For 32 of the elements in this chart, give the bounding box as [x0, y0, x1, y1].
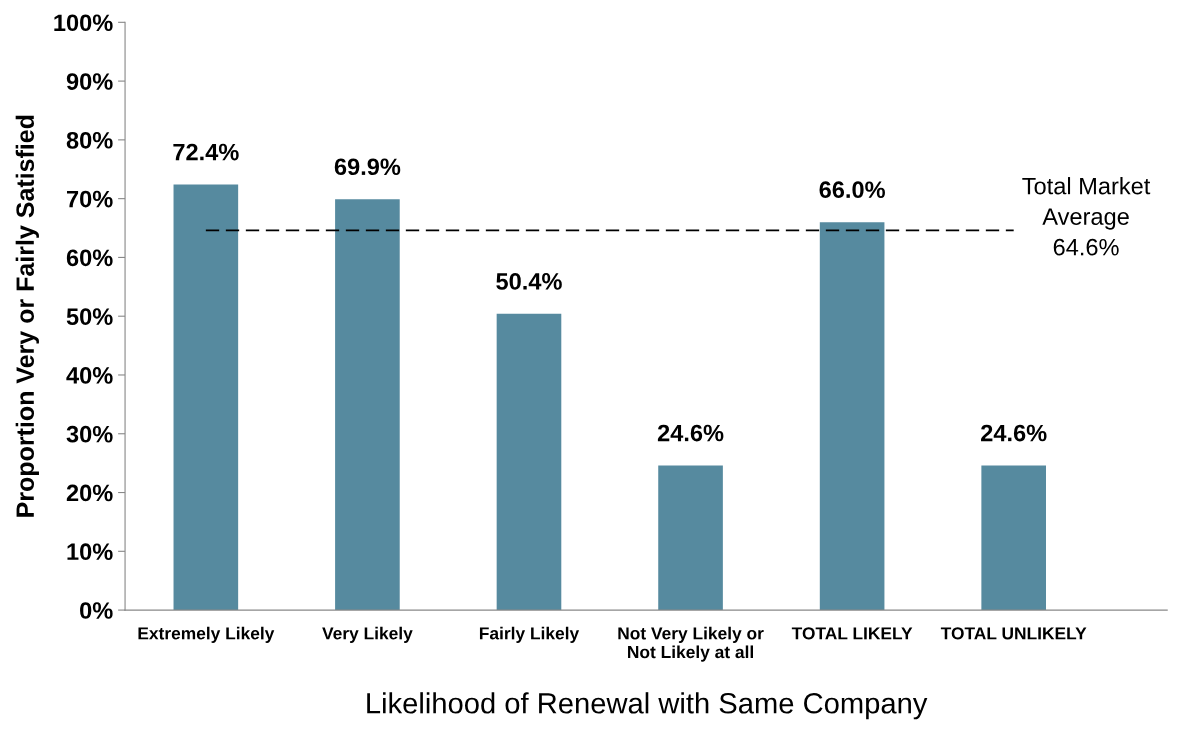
y-tick-label: 90% [66, 73, 113, 90]
y-tick-label: 60% [66, 249, 113, 267]
y-axis-title: Proportion Very or Fairly Satisfied [15, 115, 39, 517]
bar [335, 199, 400, 611]
y-tick-label: 100% [54, 14, 113, 32]
y-tick-label: 20% [66, 484, 113, 502]
x-tick-label: Fairly Likely [479, 626, 580, 643]
data-label: 66.0% [819, 181, 885, 199]
x-axis-title: Likelihood of Renewal with Same Company [367, 692, 928, 720]
data-label: 24.6% [657, 424, 724, 442]
y-tick-label: 40% [66, 367, 113, 384]
y-tick-label: 0% [80, 602, 113, 619]
bar [819, 222, 885, 611]
x-tick-label: Extremely Likely [138, 626, 275, 643]
x-tick-label: TOTAL LIKELY [791, 627, 913, 640]
y-tick-label: 30% [66, 425, 113, 443]
y-tick-label: 70% [67, 190, 113, 208]
x-tick-label: Not Very Likely or Not Likely at all [618, 626, 764, 662]
data-label: 24.6% [981, 424, 1047, 442]
data-label: 72.4% [173, 143, 239, 161]
y-tick-label: 10% [67, 543, 113, 561]
data-label: 50.4% [496, 273, 562, 290]
y-tick-label: 80% [66, 131, 113, 149]
y-tick-label: 50% [66, 308, 113, 325]
x-tick-label: TOTAL UNLIKELY [940, 627, 1087, 640]
x-tick-label: Very Likely [322, 626, 413, 643]
bar [173, 184, 239, 611]
bar [658, 465, 723, 611]
bar [981, 465, 1046, 611]
data-label: 69.9% [334, 158, 401, 176]
bar [496, 313, 562, 611]
ref-line-label: Total Market Average 64.6% [1022, 177, 1151, 256]
